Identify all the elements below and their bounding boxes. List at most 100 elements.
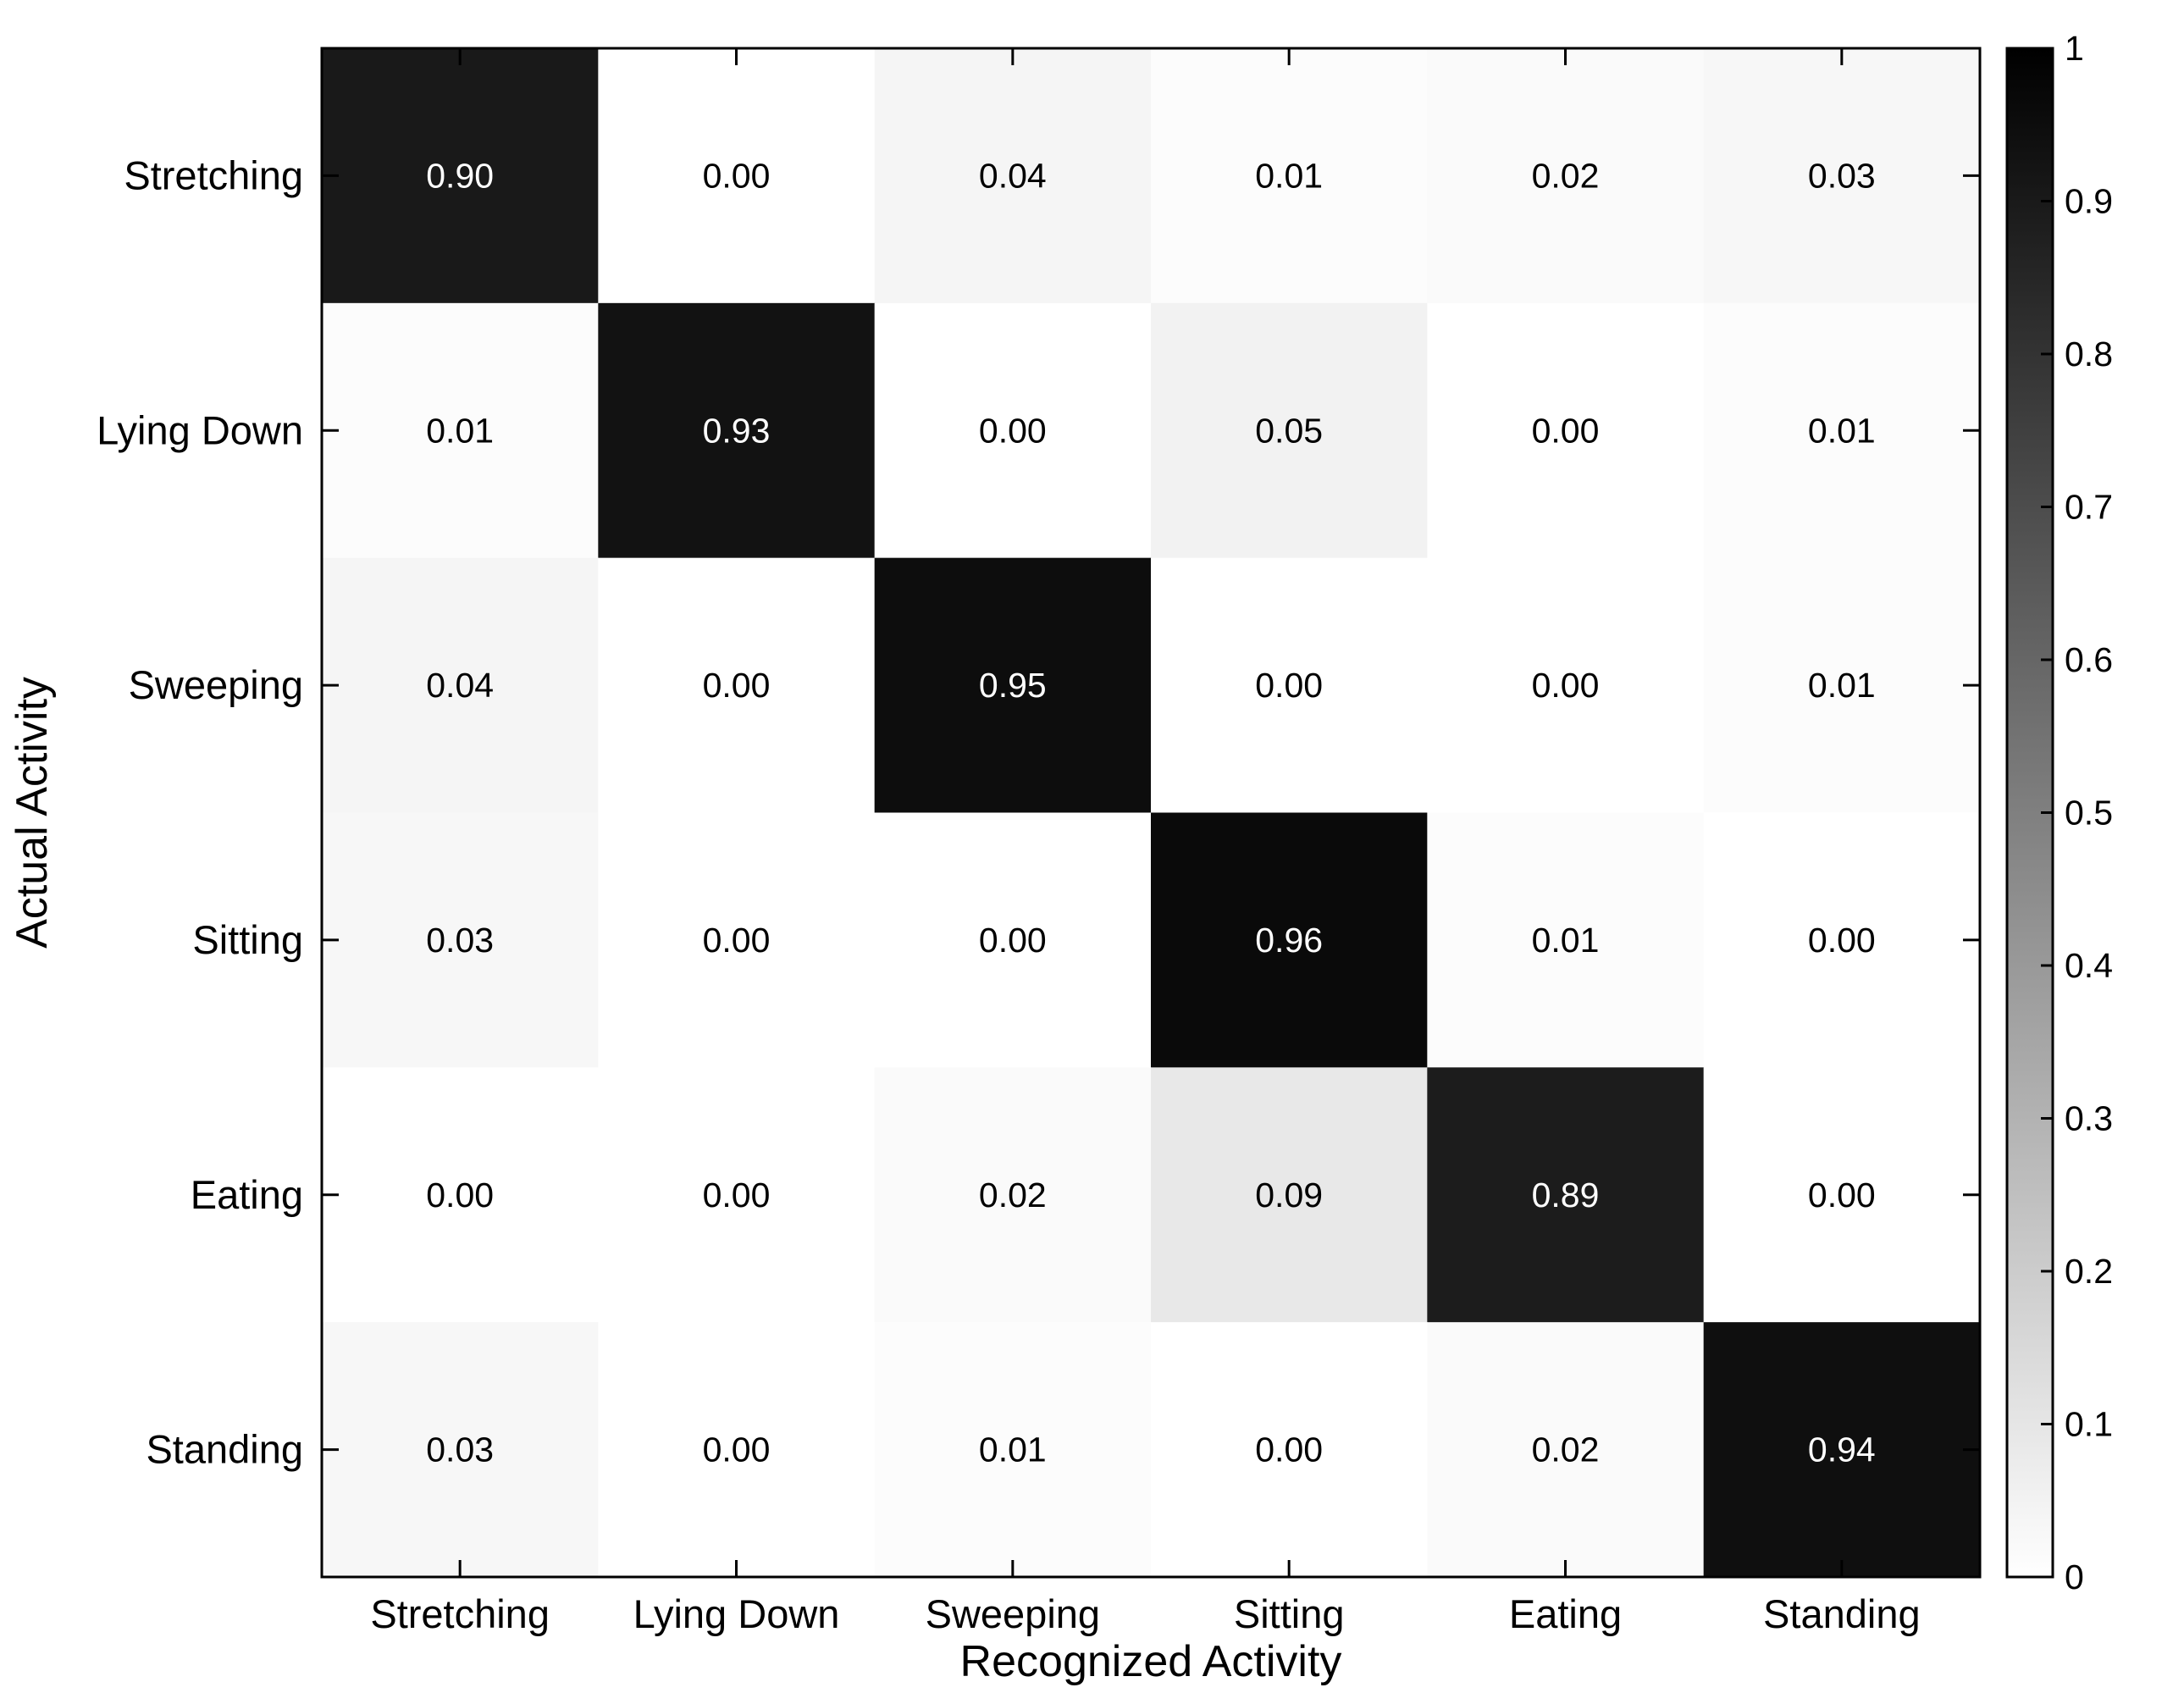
heatmap-cell [322,302,599,559]
cell-value-label: 0.00 [1532,666,1600,705]
colorbar-tick-label: 0.4 [2065,946,2113,985]
x-tick-labels: Stretching Lying Down Sweeping Sitting Eatin… [370,1591,1920,1636]
heatmap-cell [1703,557,1981,813]
heatmap-cell [322,1067,599,1323]
heatmap-cell [1427,557,1705,813]
heatmap-cell [1151,302,1428,559]
colorbar-tick-label: 0.3 [2065,1099,2113,1138]
cell-value-label: 0.02 [1532,1430,1600,1469]
x-tick-label: Sweeping [926,1591,1100,1636]
cell-value-label: 0.00 [426,1176,494,1214]
heatmap-cell [322,557,599,813]
cell-value-label: 0.02 [1532,156,1600,195]
x-tick-label: Sitting [1234,1591,1345,1636]
cell-value-label: 0.01 [1255,156,1323,195]
cell-value-label: 0.09 [1255,1176,1323,1214]
plot-frame [320,47,1982,1579]
cell-value-label: 0.90 [426,156,494,195]
colorbar-tick-label: 0.2 [2065,1252,2113,1291]
heatmap-cells: 0.90 0.00 0.04 0.01 0.02 0.03 0.01 0.93 0.00 0.05… [322,48,1981,1578]
colorbar-tick-label: 0 [2065,1557,2084,1596]
y-tick-label: Eating [191,1172,303,1217]
heatmap-cell [1703,48,1981,304]
cell-value-label: 0.01 [1532,921,1600,960]
cell-value-label: 0.05 [1255,411,1323,450]
colorbar-tick-label: 0.1 [2065,1405,2113,1444]
heatmap-cell [598,1322,876,1578]
heatmap-cell [1703,812,1981,1068]
heatmap-cell [322,812,599,1068]
colorbar-tick-label: 0.9 [2065,182,2113,221]
y-tick-label: Sitting [192,917,303,962]
heatmap-cell [598,302,876,559]
heatmap-cell [1703,1322,1981,1578]
cell-value-label: 0.03 [426,1430,494,1469]
heatmap-cell [1703,302,1981,559]
heatmap-cell [598,1067,876,1323]
y-tick-label: Standing [146,1427,303,1472]
cell-value-label: 0.00 [1808,921,1876,960]
heatmap-cell [1427,48,1705,304]
colorbar-tick-label: 0.6 [2065,640,2113,679]
heatmap-cell [1151,812,1428,1068]
cell-value-label: 0.94 [1808,1430,1876,1469]
heatmap-cell [1151,1322,1428,1578]
y-tick-labels: Stretching Lying Down Sweeping Sitting Eatin… [97,152,303,1471]
heatmap-cell [598,48,876,304]
axis-ticks [322,48,1980,1577]
cell-value-label: 0.04 [426,666,494,705]
heatmap-cell [1151,1067,1428,1323]
cell-value-label: 0.02 [979,1176,1047,1214]
cell-value-label: 0.89 [1532,1176,1600,1214]
cell-value-label: 0.00 [979,411,1047,450]
cell-value-label: 0.00 [979,921,1047,960]
cell-value-label: 0.01 [426,411,494,450]
x-tick-label: Standing [1763,1591,1921,1636]
heatmap-cell [874,302,1152,559]
heatmap-cell [1151,557,1428,813]
heatmap-cell [1427,1322,1705,1578]
heatmap-cell [874,48,1152,304]
cell-value-label: 0.01 [1808,666,1876,705]
heatmap-cell [322,1322,599,1578]
colorbar-tick-label: 0.7 [2065,488,2113,527]
y-tick-label: Lying Down [97,407,303,452]
cell-value-label: 0.00 [1808,1176,1876,1214]
heatmap-cell [874,1322,1152,1578]
y-tick-label: Sweeping [129,662,303,707]
cell-value-label: 0.00 [703,156,771,195]
heatmap-cell [874,812,1152,1068]
cell-value-label: 0.04 [979,156,1047,195]
x-tick-label: Lying Down [633,1591,840,1636]
heatmap-cell [1703,1067,1981,1323]
colorbar-tick-label: 0.8 [2065,335,2113,373]
heatmap-cell [874,557,1152,813]
cell-value-label: 0.96 [1255,921,1323,960]
cell-value-label: 0.93 [703,411,771,450]
cell-value-label: 0.00 [703,1176,771,1214]
heatmap-cell [1151,48,1428,304]
cell-value-label: 0.03 [426,921,494,960]
cell-value-label: 0.00 [1532,411,1600,450]
heatmap-cell [1427,302,1705,559]
cell-value-label: 0.01 [1808,411,1876,450]
x-tick-label: Eating [1509,1591,1622,1636]
x-tick-label: Stretching [370,1591,550,1636]
colorbar-ticks: 0 0.1 0.2 0.3 0.4 0.5 0.6 0.7 0.8 0.9 1 [2041,29,2113,1596]
cell-value-label: 0.00 [703,921,771,960]
cell-value-label: 0.95 [979,666,1047,705]
heatmap-cell [322,48,599,304]
y-axis-title: Actual Activity [8,677,57,949]
heatmap-cell [874,1067,1152,1323]
heatmap-cell [598,557,876,813]
heatmap-cell [1427,1067,1705,1323]
cell-value-label: 0.00 [1255,1430,1323,1469]
cell-value-label: 0.03 [1808,156,1876,195]
y-tick-label: Stretching [124,152,303,197]
cell-value-label: 0.00 [1255,666,1323,705]
colorbar-tick-label: 0.5 [2065,794,2113,833]
cell-value-label: 0.00 [703,1430,771,1469]
cell-value-label: 0.01 [979,1430,1047,1469]
colorbar-tick-label: 1 [2065,29,2084,68]
